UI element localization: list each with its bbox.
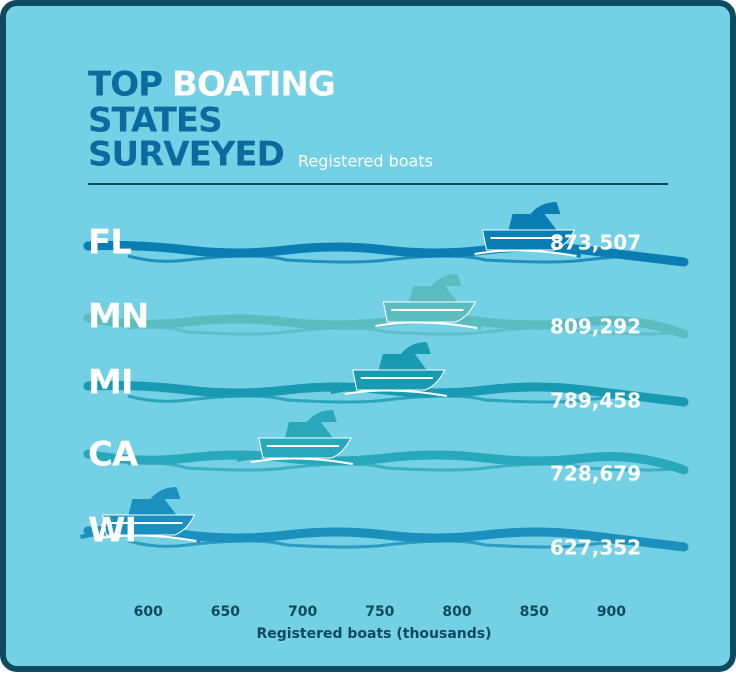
x-tick-label: 900 — [597, 604, 626, 620]
x-tick-label: 700 — [288, 604, 317, 620]
boat-hull — [383, 302, 475, 322]
x-axis-label: Registered boats (thousands) — [256, 626, 491, 642]
value-label: 627,352 — [550, 536, 641, 560]
x-tick-label: 800 — [442, 604, 471, 620]
value-label: 873,507 — [550, 231, 641, 255]
category-label: MI — [88, 363, 132, 403]
value-label: 728,679 — [550, 462, 641, 486]
x-tick-label: 650 — [211, 604, 240, 620]
category-label: FL — [88, 223, 131, 263]
x-tick-label: 750 — [365, 604, 394, 620]
chart-title: TOP — [88, 65, 162, 105]
x-tick-label: 600 — [134, 604, 163, 620]
category-label: WI — [88, 511, 136, 551]
x-tick-label: 850 — [520, 604, 549, 620]
chart-title: BOATING — [172, 65, 335, 105]
category-label: MN — [88, 297, 148, 337]
chart-title: SURVEYED — [88, 135, 284, 175]
category-label: CA — [88, 435, 139, 475]
chart: TOP BOATING STATES SURVEYED Registered b… — [0, 0, 736, 672]
value-label: 789,458 — [550, 389, 641, 413]
boat-hull — [353, 370, 445, 390]
chart-subtitle: Registered boats — [298, 152, 433, 171]
boat-hull — [259, 438, 351, 458]
value-label: 809,292 — [550, 315, 641, 339]
